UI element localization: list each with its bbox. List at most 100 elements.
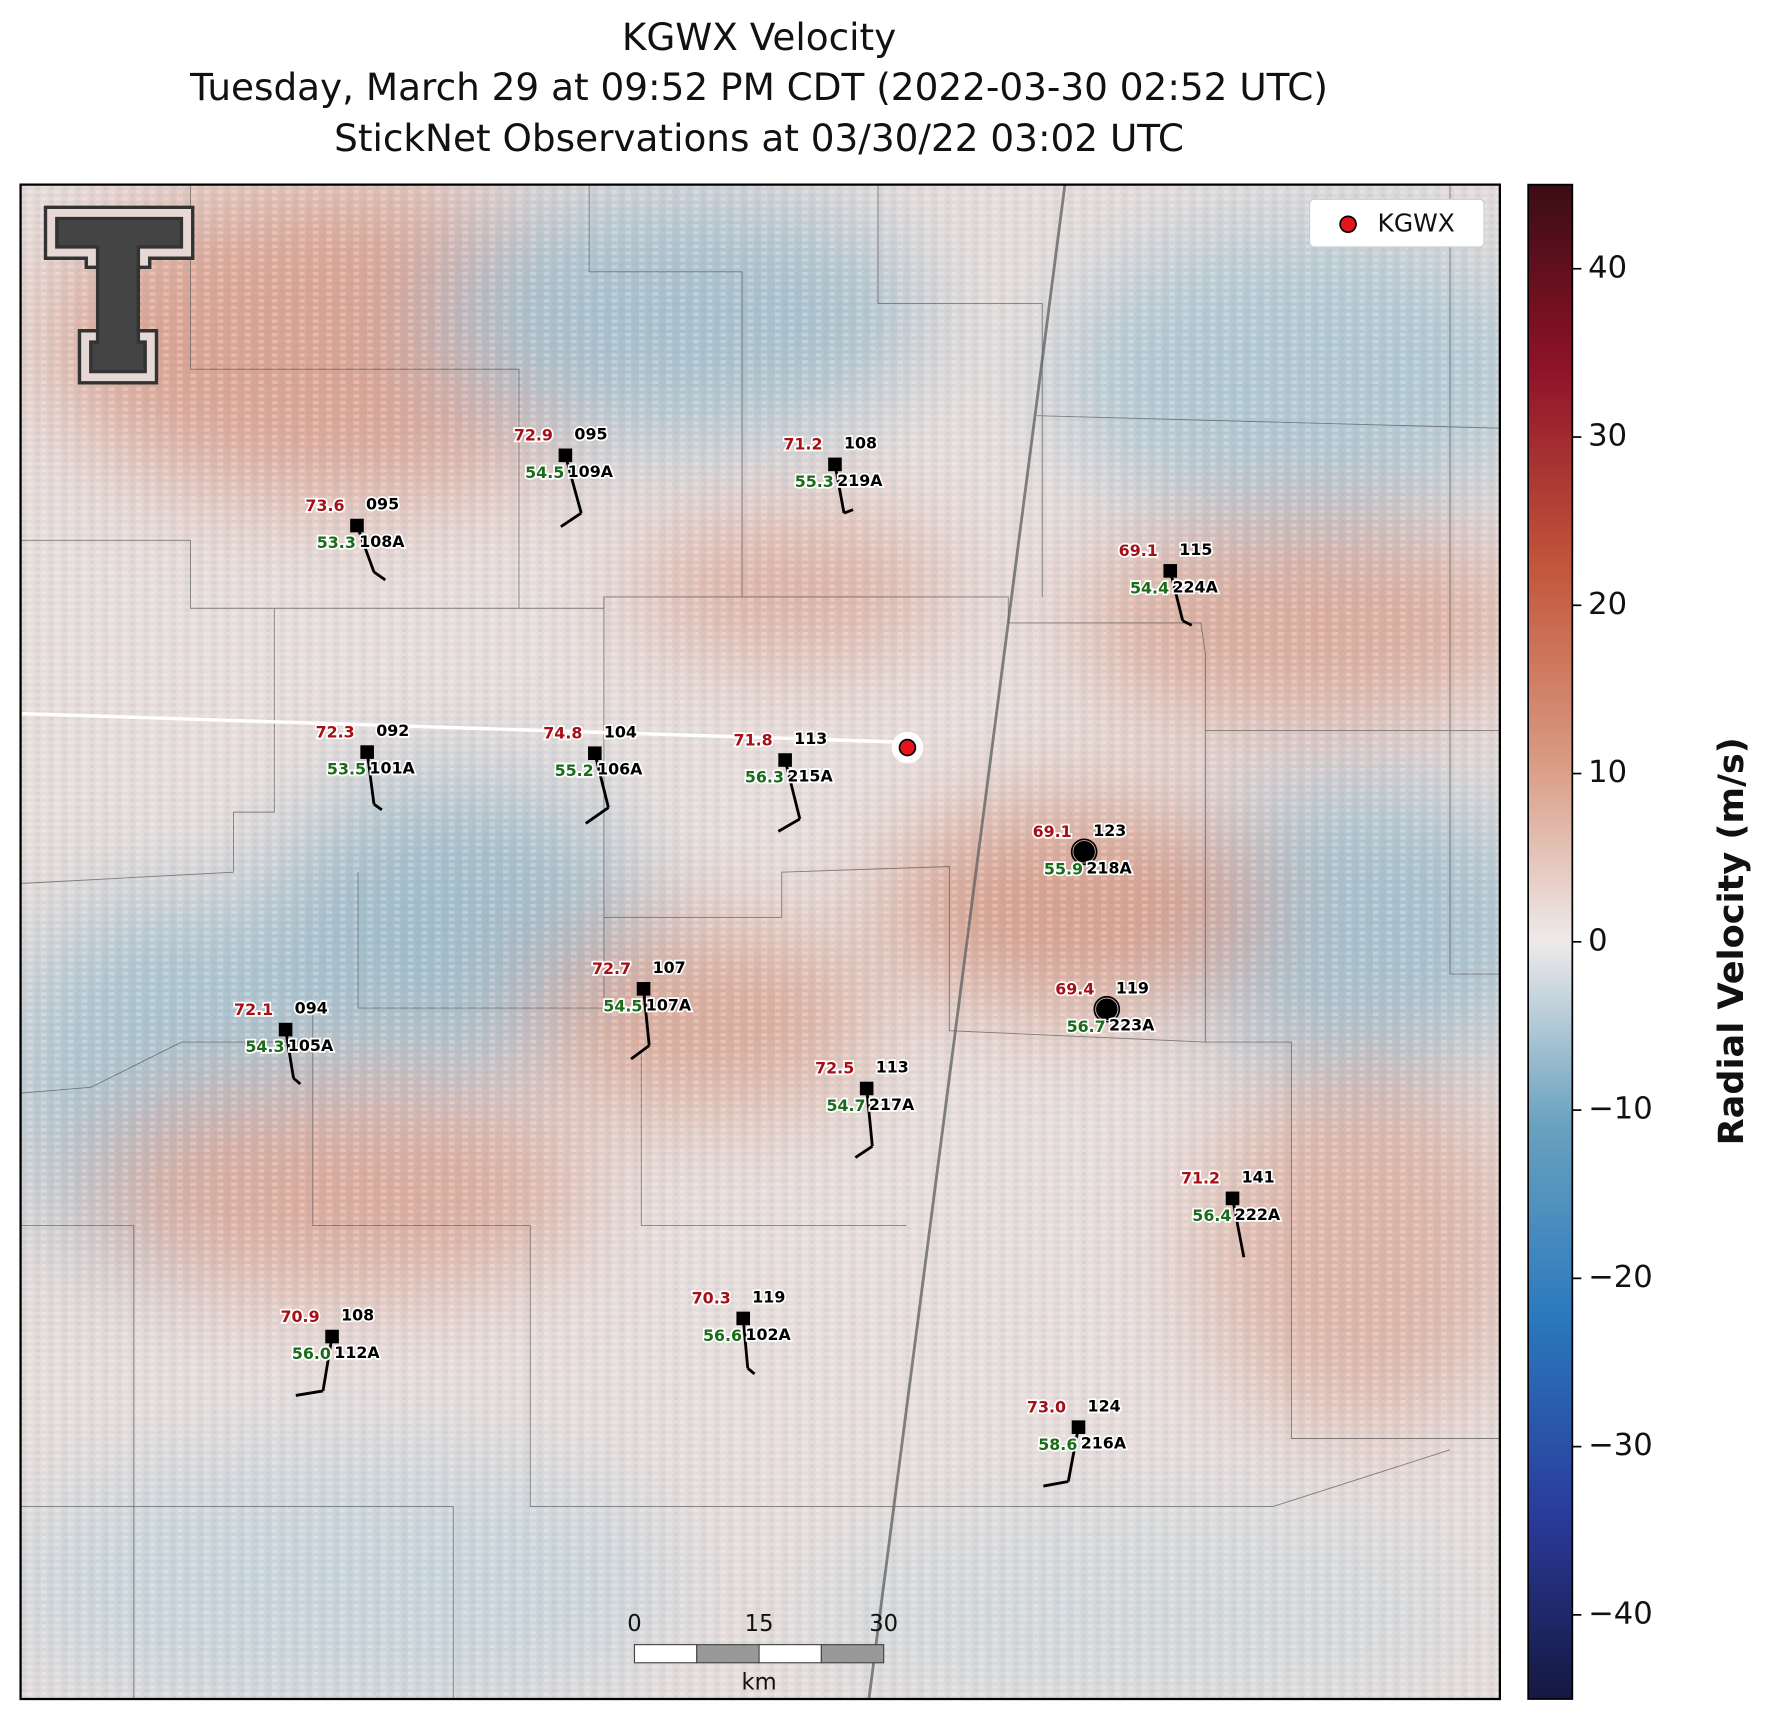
temperature: 70.9 — [281, 1307, 320, 1326]
station-id: 102A — [745, 1325, 791, 1344]
station: 72.1 094 54.3 105A — [232, 997, 336, 1086]
colorbar-tick-label: 40 — [1588, 250, 1627, 285]
dewpoint: 54.5 — [603, 996, 642, 1015]
station-id: 218A — [1086, 858, 1132, 877]
highway — [867, 184, 1067, 1700]
colorbar-tick-label: −20 — [1588, 1260, 1653, 1295]
dewpoint: 55.3 — [795, 472, 834, 491]
station: 70.9 108 56.0 112A — [279, 1304, 382, 1397]
station-marker — [588, 746, 602, 761]
station-value: 119 — [1116, 978, 1149, 997]
station: 72.3 092 53.5 101A — [314, 720, 417, 812]
wind-staff — [284, 1029, 295, 1079]
map-frame — [19, 183, 1501, 1701]
station: 69.1 123 55.9 218A — [1031, 819, 1134, 880]
temperature: 73.6 — [305, 496, 344, 515]
wind-staff — [642, 988, 651, 1046]
scale-bar: 0 15 30 km — [627, 1611, 898, 1696]
station: 74.8 104 55.2 106A — [542, 721, 645, 825]
temperature: 72.3 — [316, 722, 355, 741]
temperature: 72.7 — [592, 959, 631, 978]
station-value: 095 — [366, 495, 399, 514]
station-marker — [1225, 1191, 1240, 1206]
wind-barb — [843, 508, 854, 515]
station-value: 108 — [844, 434, 877, 453]
station-marker — [736, 1311, 751, 1326]
wind-barb — [373, 570, 387, 582]
calm-circle — [1073, 841, 1095, 863]
logo — [43, 205, 195, 385]
wind-staff — [1066, 1426, 1080, 1482]
wind-staff — [783, 759, 802, 820]
station-id: 101A — [369, 759, 415, 778]
colorbar-tick-label: 30 — [1588, 419, 1627, 454]
station: 73.6 095 53.3 108A — [304, 493, 407, 582]
temperature: 73.0 — [1027, 1397, 1066, 1416]
station-marker — [828, 457, 842, 472]
wind-staff — [365, 751, 376, 805]
station: 71.2 108 55.3 219A — [782, 432, 885, 515]
legend-marker — [1339, 215, 1357, 234]
dewpoint: 54.3 — [245, 1037, 284, 1056]
station-id: 108A — [359, 532, 405, 551]
station: 72.7 107 54.5 107A — [590, 956, 694, 1061]
colorbar — [1527, 183, 1574, 1700]
observation-time: StickNet Observations at 03/30/22 03:02 … — [334, 116, 1184, 160]
station-value: 113 — [876, 1058, 909, 1077]
temperature: 69.4 — [1055, 979, 1094, 998]
wind-barb — [292, 1077, 302, 1086]
station-value: 119 — [752, 1288, 785, 1307]
subtitle: Tuesday, March 29 at 09:52 PM CDT (2022-… — [189, 65, 1328, 109]
station-marker — [278, 1022, 293, 1037]
colorbar-tick-label: 20 — [1588, 587, 1627, 622]
scale-label: 0 — [627, 1611, 641, 1637]
station-id: 224A — [1173, 577, 1219, 596]
wind-barb — [854, 1145, 874, 1159]
station-marker — [325, 1329, 339, 1344]
dewpoint: 55.9 — [1044, 859, 1083, 878]
station: 69.1 115 54.4 224A — [1117, 538, 1220, 627]
wind-staff — [321, 1336, 334, 1392]
dewpoint: 53.5 — [327, 760, 366, 779]
station: 72.5 113 54.7 217A — [813, 1056, 917, 1159]
station-value: 092 — [376, 721, 409, 740]
temperature: 71.2 — [783, 435, 822, 454]
station-value: 113 — [794, 729, 827, 748]
colorbar-tick-label: 10 — [1588, 755, 1627, 790]
wind-barb — [295, 1389, 324, 1397]
wind-barb — [1182, 619, 1193, 627]
station: 70.3 119 56.6 102A — [690, 1286, 793, 1376]
wind-staff — [833, 464, 846, 514]
dewpoint: 56.3 — [745, 768, 784, 787]
wind-staff — [593, 752, 610, 808]
temperature: 69.1 — [1033, 822, 1072, 841]
wind-barb — [777, 817, 801, 833]
wind-barb — [584, 806, 610, 825]
wind-staff — [564, 454, 583, 514]
wind-barb — [1043, 1480, 1069, 1488]
station-value: 123 — [1093, 821, 1126, 840]
title: KGWX Velocity — [622, 15, 896, 59]
station-id: 223A — [1109, 1016, 1155, 1035]
station-id: 215A — [787, 767, 833, 786]
station-marker — [350, 518, 364, 533]
dewpoint: 58.6 — [1038, 1435, 1077, 1454]
wind-barb — [630, 1044, 651, 1061]
station-id: 106A — [597, 760, 643, 779]
station-value: 141 — [1242, 1167, 1275, 1186]
legend-box — [1308, 198, 1485, 248]
station-id: 112A — [334, 1343, 380, 1362]
temperature: 70.3 — [692, 1289, 731, 1308]
radar-field — [20, 184, 1500, 1700]
dewpoint: 56.0 — [292, 1344, 331, 1363]
station-id: 109A — [568, 462, 614, 481]
wind-barb — [746, 1367, 756, 1376]
temperature: 69.1 — [1119, 541, 1158, 560]
legend: KGWX — [1308, 198, 1485, 248]
calm-circle — [1096, 998, 1118, 1020]
dewpoint: 53.3 — [317, 533, 356, 552]
scale-unit: km — [741, 1670, 776, 1696]
temperature: 72.1 — [234, 1000, 273, 1019]
dewpoint: 54.4 — [1130, 578, 1169, 597]
station-value: 104 — [604, 722, 637, 741]
